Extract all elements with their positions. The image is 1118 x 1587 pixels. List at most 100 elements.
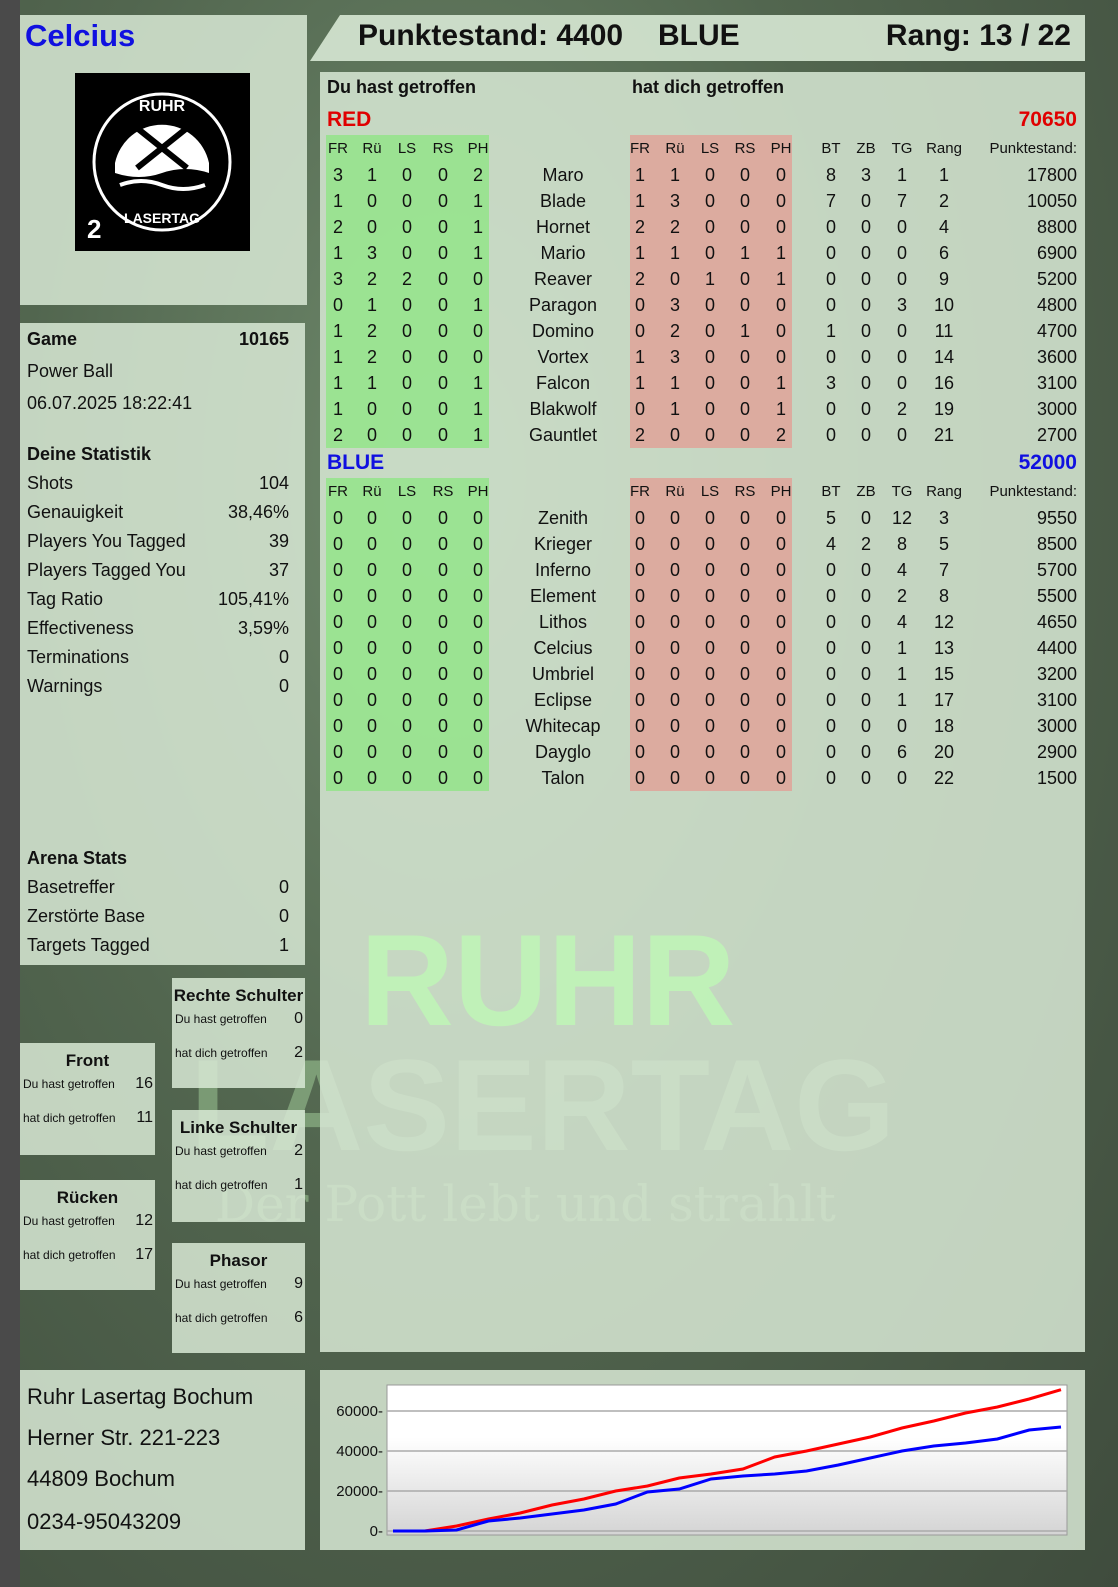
rank: 4 xyxy=(938,217,949,237)
ru-hit: 0 xyxy=(366,399,377,419)
player-name: Krieger xyxy=(533,534,593,554)
bt: 0 xyxy=(825,347,836,367)
zone-got-label: hat dich getroffen xyxy=(175,1311,268,1325)
ph-got: 0 xyxy=(775,742,786,762)
table-row: 0 0 0 0 0 Krieger 0 0 0 0 0 4 2 8 5 8500 xyxy=(0,534,1118,560)
ru-got: 2 xyxy=(669,321,680,341)
zb: 0 xyxy=(860,768,871,788)
ph-got: 0 xyxy=(775,612,786,632)
tg: 4 xyxy=(896,612,907,632)
table-row: 0 0 0 0 0 Celcius 0 0 0 0 0 0 0 1 13 4400 xyxy=(0,638,1118,664)
ls-hit: 0 xyxy=(401,243,412,263)
tg: 0 xyxy=(896,269,907,289)
rs-hit: 0 xyxy=(437,664,448,684)
score: 5700 xyxy=(1036,560,1077,580)
zone-hit-value: 12 xyxy=(135,1212,153,1229)
ph-hit: 0 xyxy=(472,560,483,580)
rs-hit: 0 xyxy=(437,243,448,263)
rs-got: 0 xyxy=(739,560,750,580)
rank: 11 xyxy=(934,321,954,341)
table-row: 0 0 0 0 0 Dayglo 0 0 0 0 0 0 0 6 20 2900 xyxy=(0,742,1118,768)
rank: 5 xyxy=(938,534,949,554)
stat-label: Warnings xyxy=(27,676,103,696)
address-phone: 0234-95043209 xyxy=(27,1509,182,1534)
hit-you-bg xyxy=(630,478,792,791)
arena-label: Zerstörte Base xyxy=(27,906,146,926)
table-row: 3 1 0 0 2 Maro 1 1 0 0 0 8 3 1 1 17800 xyxy=(0,165,1118,191)
col-header: LS xyxy=(397,483,417,500)
fr-got: 2 xyxy=(634,425,645,445)
ru-got: 1 xyxy=(669,373,680,393)
hit-zone-rucken: Rücken Du hast getroffen 12 hat dich getrof… xyxy=(20,1180,155,1290)
table-row: 1 1 0 0 1 Falcon 1 1 0 0 1 3 0 0 16 3100 xyxy=(0,373,1118,399)
table-row: 0 0 0 0 0 Zenith 0 0 0 0 0 5 0 12 3 9550 xyxy=(0,508,1118,534)
score: 2700 xyxy=(1036,425,1077,445)
ls-got: 0 xyxy=(704,768,715,788)
col-header: Rü xyxy=(665,140,685,157)
ls-hit: 0 xyxy=(401,560,412,580)
stat-label: Terminations xyxy=(27,647,130,667)
table-row: 3 2 2 0 0 Reaver 2 0 1 0 1 0 0 0 9 5200 xyxy=(0,269,1118,295)
score: 3100 xyxy=(1036,373,1077,393)
ru-hit: 2 xyxy=(366,321,377,341)
fr-hit: 0 xyxy=(332,612,343,632)
ru-hit: 3 xyxy=(366,243,377,263)
col-header: BT xyxy=(821,140,841,157)
ls-got: 0 xyxy=(704,165,715,185)
ph-got: 0 xyxy=(775,638,786,658)
zb: 0 xyxy=(860,716,871,736)
ls-hit: 0 xyxy=(401,716,412,736)
arena-label: Basetreffer xyxy=(27,877,115,897)
zone-got-label: hat dich getroffen xyxy=(175,1046,268,1060)
col-header: BT xyxy=(821,483,841,500)
player-name: Whitecap xyxy=(525,716,601,736)
ru-got: 0 xyxy=(669,560,680,580)
rs-got: 0 xyxy=(739,191,750,211)
ru-hit: 0 xyxy=(366,664,377,684)
ls-hit: 0 xyxy=(401,664,412,684)
bt: 7 xyxy=(825,191,836,211)
zone-hit-value: 0 xyxy=(294,1010,303,1027)
tg: 1 xyxy=(896,690,907,710)
col-header: PH xyxy=(467,140,489,157)
fr-hit: 3 xyxy=(332,269,343,289)
zone-got-value: 1 xyxy=(294,1176,303,1193)
table-row: 0 0 0 0 0 Inferno 0 0 0 0 0 0 0 4 7 5700 xyxy=(0,560,1118,586)
table-row: 0 0 0 0 0 Whitecap 0 0 0 0 0 0 0 0 18 3000 xyxy=(0,716,1118,742)
table-row: 2 0 0 0 1 Hornet 2 2 0 0 0 0 0 0 4 8800 xyxy=(0,217,1118,243)
zone-hit-value: 9 xyxy=(294,1275,303,1292)
you-hit-bg xyxy=(326,478,489,791)
player-name: Blade xyxy=(539,191,587,211)
stat-label: Shots xyxy=(27,473,74,493)
player-name: Vortex xyxy=(537,347,589,367)
rank: 7 xyxy=(938,560,949,580)
ru-got: 0 xyxy=(669,269,680,289)
ls-hit: 0 xyxy=(401,638,412,658)
zb: 0 xyxy=(860,321,871,341)
fr-hit: 0 xyxy=(332,534,343,554)
rs-got: 0 xyxy=(739,586,750,606)
col-header: Rü xyxy=(362,140,382,157)
rank: 21 xyxy=(933,425,955,445)
ru-got: 0 xyxy=(669,742,680,762)
zb: 0 xyxy=(860,243,871,263)
you-hit-heading: Du hast getroffen xyxy=(327,77,477,97)
game-datetime: 06.07.2025 18:22:41 xyxy=(27,393,193,413)
zb: 2 xyxy=(860,534,871,554)
ru-got: 2 xyxy=(669,217,680,237)
zb: 0 xyxy=(860,690,871,710)
tg: 12 xyxy=(891,508,913,528)
ru-hit: 0 xyxy=(366,191,377,211)
rank: 13 xyxy=(933,638,955,658)
hit-you-bg xyxy=(630,135,792,448)
ls-hit: 0 xyxy=(401,347,412,367)
fr-hit: 0 xyxy=(332,295,343,315)
ru-got: 0 xyxy=(669,638,680,658)
game-label: Game xyxy=(27,329,78,349)
tg: 0 xyxy=(896,217,907,237)
rs-hit: 0 xyxy=(437,586,448,606)
tg: 0 xyxy=(896,347,907,367)
rs-got: 0 xyxy=(739,612,750,632)
zone-title: Front xyxy=(65,1051,110,1070)
rank: 6 xyxy=(938,243,949,263)
